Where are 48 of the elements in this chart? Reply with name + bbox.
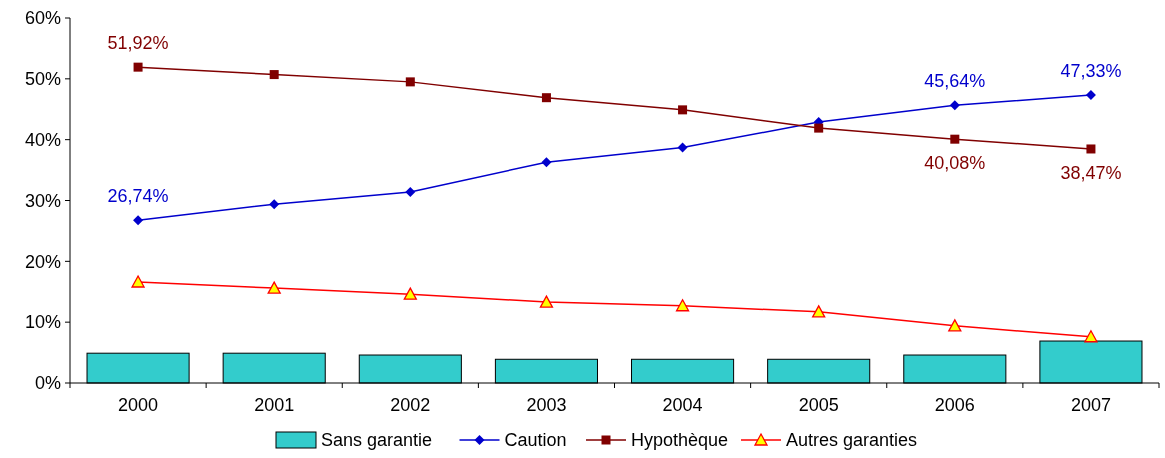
point	[814, 123, 824, 133]
y-tick-label: 40%	[24, 129, 61, 150]
point	[1084, 330, 1098, 343]
point	[949, 100, 960, 111]
x-tick-label: 2001	[254, 395, 295, 415]
data-label: 45,64%	[924, 71, 986, 92]
y-tick-label: 20%	[24, 251, 61, 272]
y-tick-label: 50%	[24, 69, 61, 90]
point	[541, 93, 551, 103]
y-tick-label: 10%	[24, 312, 61, 333]
point	[131, 275, 145, 288]
x-tick-label: 2003	[526, 395, 567, 415]
point	[1085, 90, 1096, 101]
y-tick-label: 0%	[34, 373, 61, 394]
point	[677, 142, 688, 153]
point	[269, 70, 279, 80]
point	[1086, 144, 1096, 154]
point	[133, 215, 144, 226]
data-label: 40,08%	[924, 153, 986, 174]
point	[948, 319, 962, 332]
point	[812, 305, 826, 318]
data-label: 51,92%	[107, 33, 169, 54]
point	[405, 186, 416, 197]
point	[267, 281, 281, 294]
legend-label: Hypothèque	[631, 430, 729, 451]
x-tick-label: 2007	[1070, 395, 1111, 415]
legend-label: Caution	[504, 430, 567, 451]
x-tick-label: 2006	[934, 395, 975, 415]
y-tick-label: 30%	[24, 190, 61, 211]
legend-label: Autres garanties	[786, 430, 918, 451]
data-label: 47,33%	[1060, 61, 1122, 82]
x-tick-label: 2005	[798, 395, 839, 415]
x-tick-label: 2000	[118, 395, 159, 415]
point	[678, 105, 688, 115]
point	[403, 287, 417, 300]
point	[133, 62, 143, 72]
data-label: 26,74%	[107, 186, 169, 207]
point	[675, 299, 690, 312]
point	[539, 295, 554, 308]
point	[405, 77, 415, 87]
data-label: 38,47%	[1060, 162, 1122, 183]
x-tick-label: 2002	[390, 395, 431, 415]
legend-label: Sans garantie	[321, 430, 433, 451]
point	[950, 134, 960, 144]
point	[269, 199, 280, 210]
y-tick-label: 60%	[24, 8, 61, 29]
x-tick-label: 2004	[662, 395, 703, 415]
point	[541, 157, 552, 168]
